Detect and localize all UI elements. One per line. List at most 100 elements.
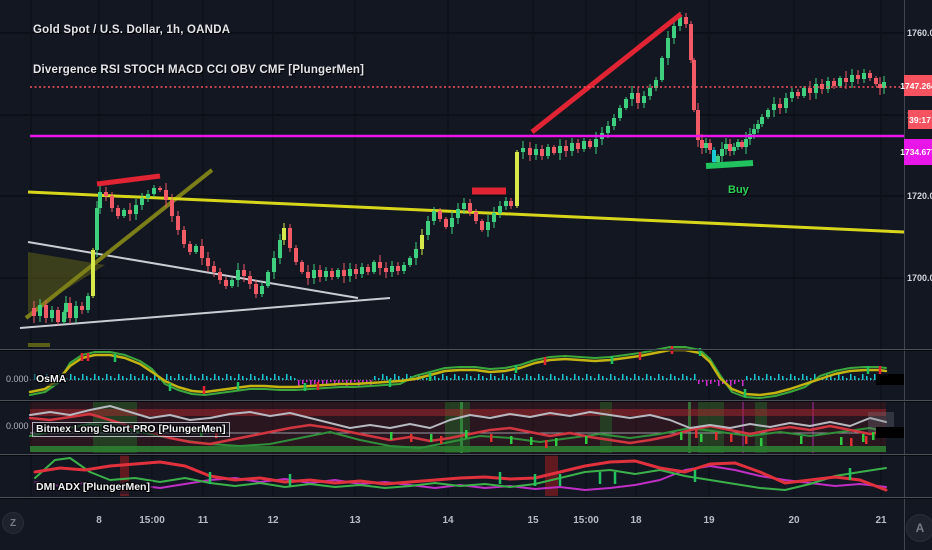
osma-histogram-bar [510,378,512,380]
osma-histogram-bar [526,374,528,380]
time-axis-label: 8 [96,515,102,526]
osma-histogram-bar [378,378,380,380]
osma-histogram-bar [466,374,468,380]
osma-histogram-bar [766,374,768,380]
auto-scale-button[interactable]: A [906,514,932,542]
candle-body [384,268,388,272]
osma-histogram-bar [306,380,308,382]
candle-body [692,60,696,110]
candle-body [230,280,234,286]
osma-value-box [876,374,904,385]
osma-histogram-bar [782,376,784,380]
time-axis-label: 19 [703,515,715,526]
bitmex-green-bar [430,434,433,442]
dmi-red-band [120,455,129,496]
candle-body [218,272,222,280]
candle-body [158,188,162,190]
candle-body [74,306,78,318]
time-axis-label: 18 [630,515,642,526]
olive-strip [28,343,50,347]
candle-body [838,78,842,86]
candle-body [366,267,370,272]
candle-body [862,73,866,79]
bitmex-red-bar [440,436,443,444]
candle-body [468,203,472,212]
pane-label-bitmex[interactable]: Bitmex Long Short PRO [PlungerMen] [32,422,230,437]
candle-body [324,271,328,277]
bitmex-green-bar [585,436,588,444]
candle-body [260,286,264,294]
candle-body [874,78,878,84]
pane-label-dmi[interactable]: DMI ADX [PlungerMen] [33,481,153,494]
olive-trendline [24,168,214,320]
candle-body [814,84,818,93]
osma-histogram-bar [570,378,572,380]
candle-body [318,270,322,277]
osma-histogram-bar [106,374,108,380]
bitmex-green-bar [872,432,875,440]
osma-histogram-bar [134,376,136,380]
bitmex-gray-line [29,405,887,429]
candle-body [86,296,90,310]
bitmex-green-bar [700,434,703,442]
osma-histogram-bar [598,374,600,380]
osma-histogram-bar [734,380,736,384]
osma-histogram-bar [578,376,580,380]
pane-separator[interactable] [0,400,932,401]
osma-histogram-bar [806,376,808,380]
osma-histogram-bar [494,376,496,380]
osma-histogram-bar [654,378,656,380]
candle-body [282,228,286,240]
pane-separator[interactable] [0,349,932,350]
osma-histogram-bar [846,378,848,380]
bitmex-magenta-stripe [812,402,814,453]
candle-body [300,262,304,272]
indicator-title[interactable]: Divergence RSI STOCH MACD CCI OBV CMF [P… [33,64,365,76]
osma-histogram-bar [774,378,776,380]
white-ascending-trendline [19,297,391,329]
osma-histogram-bar [718,380,720,386]
osma-histogram-bar [110,376,112,380]
time-axis-label: 11 [197,515,209,526]
osma-histogram-bar [286,374,288,380]
osma-histogram-bar [702,380,704,382]
candle-body [68,303,72,318]
osma-histogram-bar [398,376,400,380]
timezone-button[interactable]: Z [2,512,24,534]
candle-body [784,98,788,108]
candle-body [558,146,562,153]
osma-histogram-bar [534,378,536,380]
bitmex-red-bar [745,436,748,444]
candle-body [642,96,646,103]
osma-histogram-bar [506,376,508,380]
osma-histogram-bar [166,374,168,380]
pane-separator[interactable] [0,454,932,455]
osma-histogram-bar [758,376,760,380]
osma-histogram-bar [650,376,652,380]
candle-body [832,81,836,86]
symbol-title[interactable]: Gold Spot / U.S. Dollar, 1h, OANDA [33,24,231,36]
pane-label-osma[interactable]: OsMA [33,373,70,386]
candle-body [480,221,484,230]
candle-body [509,201,513,206]
candle-body [306,272,310,278]
osma-histogram-bar [178,374,180,380]
osma-histogram-bar [678,378,680,380]
osma-histogram-bar [402,378,404,380]
osma-histogram-bar [74,376,76,380]
candle-body [766,110,770,117]
candle-body [728,144,732,151]
candle-body [62,312,66,322]
bitmex-red-bar [545,440,548,448]
bitmex-green-bar [465,430,468,438]
osma-histogram-bar [82,374,84,380]
candle-body [122,210,126,216]
candle-body [492,213,496,222]
osma-histogram-bar [646,374,648,380]
candle-body [756,124,760,129]
osma-histogram-bar [842,376,844,380]
osma-histogram-bar [458,376,460,380]
osma-histogram-bar [490,374,492,380]
